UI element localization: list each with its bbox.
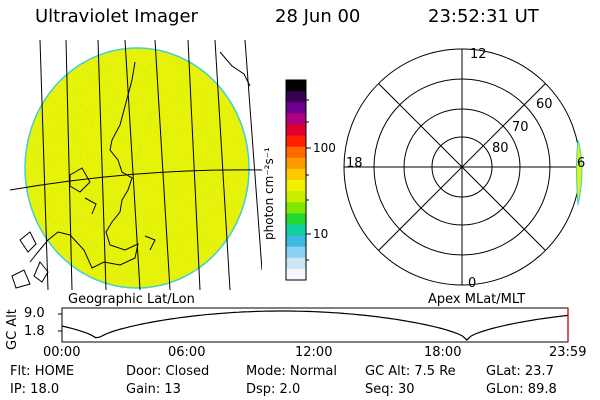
geographic-image [9, 40, 262, 290]
mlat-label-60: 60 [536, 97, 553, 112]
status-mode: Mode: Normal [246, 364, 337, 379]
colorbar-band [286, 235, 306, 248]
colorbar-tick-10: 10 [313, 227, 329, 241]
colorbar-band [286, 102, 306, 114]
colorbar [285, 79, 311, 281]
status-door: Door: Closed [126, 364, 210, 379]
orbit-axis-title: GC Alt [5, 309, 20, 350]
coastline [11, 51, 251, 289]
orbit-x-tick-4: 23:59 [549, 345, 587, 360]
meridian-lines [9, 40, 262, 290]
colorbar-band [286, 91, 306, 103]
colorbar-tick-100: 100 [313, 141, 336, 155]
orbit-x-tick-3: 18:00 [424, 345, 462, 360]
polar-caption: Apex MLat/MLT [428, 292, 526, 307]
polar-plot [343, 48, 581, 286]
status-glat: GLat: 23.7 [486, 364, 554, 379]
mlt-label-6: 6 [577, 156, 586, 171]
status-glon: GLon: 89.8 [486, 382, 557, 397]
colorbar-band [286, 135, 306, 148]
orbit-x-tick-2: 12:00 [295, 345, 333, 360]
status-seq: Seq: 30 [365, 382, 415, 397]
geographic-caption: Geographic Lat/Lon [68, 292, 195, 307]
orbit-y-tick-bottom: 1.8 [24, 324, 45, 339]
colorbar-band [286, 191, 306, 203]
polar-emission-sliver [576, 139, 583, 206]
status-ip: IP: 18.0 [10, 382, 60, 397]
colorbar-band [286, 168, 306, 181]
colorbar-band [286, 268, 306, 281]
orbit-y-tick-top: 9.0 [24, 306, 45, 321]
mlat-label-80: 80 [492, 141, 509, 156]
status-gc-alt: GC Alt: 7.5 Re [365, 364, 456, 379]
status-flt: Flt: HOME [10, 364, 75, 379]
colorbar-unit-label: photon cm⁻²s⁻¹ [262, 147, 276, 240]
colorbar-band [286, 224, 306, 237]
instrument-title: Ultraviolet Imager [35, 6, 198, 27]
status-dsp: Dsp: 2.0 [246, 382, 301, 397]
colorbar-band [286, 157, 306, 170]
colorbar-band [286, 257, 306, 270]
colorbar-band [286, 146, 306, 159]
colorbar-band [286, 113, 306, 125]
mlat-label-70: 70 [512, 120, 529, 135]
orbit-plot [58, 307, 569, 343]
colorbar-band [286, 180, 306, 192]
uv-disk [24, 47, 250, 289]
mlt-label-0: 0 [468, 276, 477, 291]
colorbar-band [286, 213, 306, 225]
orbit-x-tick-1: 06:00 [168, 345, 206, 360]
date-label: 28 Jun 00 [275, 6, 361, 27]
time-label: 23:52:31 UT [428, 6, 539, 27]
status-gain: Gain: 13 [126, 382, 181, 397]
colorbar-band [286, 202, 306, 214]
mlt-label-18: 18 [346, 156, 363, 171]
colorbar-band [286, 246, 306, 259]
colorbar-band [286, 124, 306, 137]
mlt-label-12: 12 [470, 47, 487, 62]
colorbar-band [286, 80, 306, 92]
orbit-x-tick-0: 00:00 [43, 345, 81, 360]
